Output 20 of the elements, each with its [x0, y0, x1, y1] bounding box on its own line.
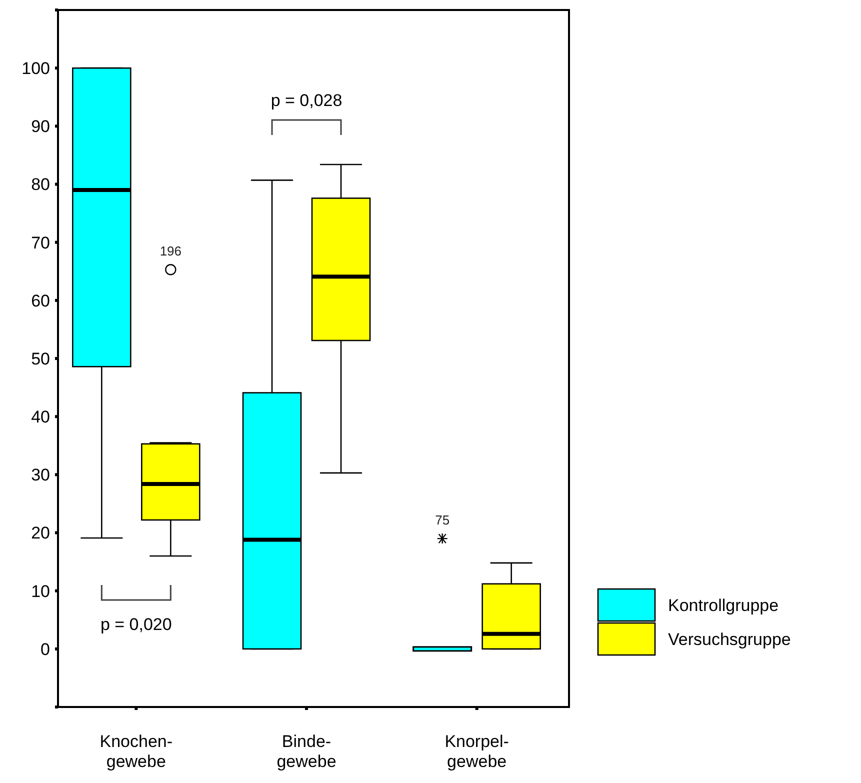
y-tick-label: 10 [31, 582, 50, 601]
annotation: 75 [435, 512, 450, 528]
annotation: p = 0,020 [100, 615, 172, 634]
y-tick-label: 40 [31, 408, 50, 427]
y-tick-label: 30 [31, 466, 50, 485]
annotation: p = 0,028 [270, 91, 342, 110]
x-tick-label: Binde- gewebe [276, 732, 336, 771]
y-tick-label: 60 [31, 291, 50, 310]
y-tick-label: 80 [31, 175, 50, 194]
y-tick-label: 90 [31, 117, 50, 136]
x-tick-label: Knochen- gewebe [100, 732, 173, 771]
x-tick-label: Knorpel- gewebe [444, 732, 509, 771]
y-tick-label: 0 [40, 640, 50, 659]
legend-label: Versuchsgruppe [668, 630, 791, 649]
y-tick-label: 50 [31, 349, 50, 368]
y-tick-label: 70 [31, 233, 50, 252]
annotation: 196 [160, 244, 182, 259]
y-tick-label: 20 [31, 524, 50, 543]
y-tick-label: 100 [22, 59, 50, 78]
legend-label: Kontrollgruppe [668, 596, 779, 615]
